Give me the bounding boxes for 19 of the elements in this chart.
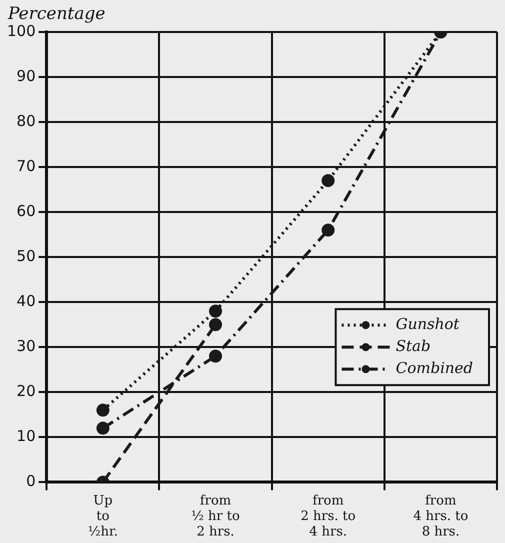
legend-label: Stab: [396, 337, 431, 356]
y-tick-label: 40: [16, 292, 36, 310]
y-tick-label: 50: [16, 246, 36, 265]
y-tick-label: 90: [16, 66, 36, 85]
y-tick-label: 60: [16, 202, 36, 220]
legend-label: Gunshot: [396, 315, 460, 334]
x-tick-label: from 2 hrs. to 4 hrs.: [300, 493, 356, 540]
y-tick-label: 0: [26, 472, 36, 490]
x-tick-label: from 4 hrs. to 8 hrs.: [413, 493, 468, 540]
y-tick-label: 80: [16, 112, 36, 130]
y-tick-label: 70: [16, 156, 36, 175]
y-tick-label: 20: [16, 382, 36, 400]
x-tick-label: Up to ½hr.: [88, 493, 118, 540]
y-tick-label: 10: [16, 427, 36, 446]
y-tick-label: 100: [6, 22, 36, 40]
legend-label: Combined: [396, 359, 474, 378]
x-tick-label: from ½ hr to 2 hrs.: [191, 493, 240, 540]
y-tick-label: 30: [16, 337, 36, 356]
y-axis-title: Percentage: [7, 4, 106, 24]
